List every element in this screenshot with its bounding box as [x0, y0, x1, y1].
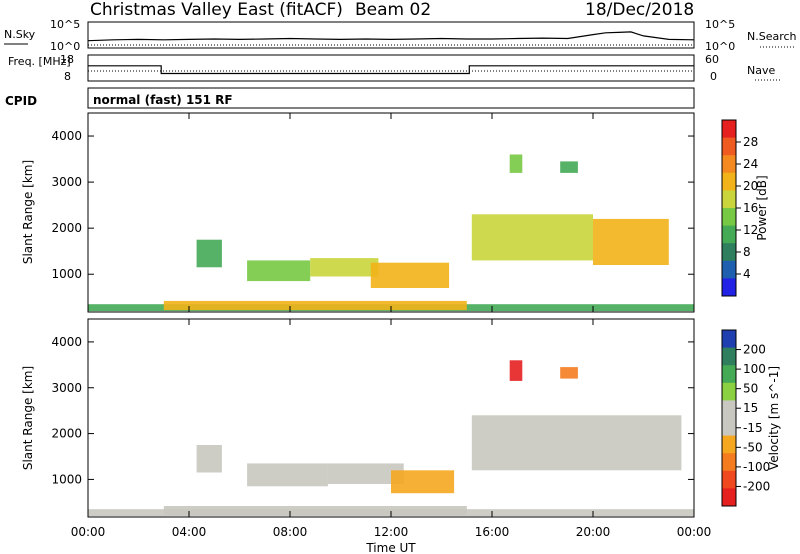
- freq-tick-bottom: 8: [64, 70, 71, 83]
- velocity-echo-region: [196, 445, 222, 473]
- frequency-line: [88, 65, 694, 75]
- colorbar-tick-label: 50: [743, 382, 758, 396]
- velocity-echo-region: [509, 360, 523, 381]
- x-tick-label: 04:00: [172, 525, 207, 539]
- nave-tick-bottom: 0: [710, 70, 717, 83]
- colorbar-tick-label: -50: [743, 440, 763, 454]
- noise-panel: N.Sky 10^5 10^0 10^5 10^0 N.Search: [4, 18, 797, 53]
- colorbar-swatch: [722, 243, 736, 262]
- freq-tick-top: 18: [60, 53, 74, 66]
- colorbar-tick-label: 4: [743, 267, 751, 281]
- colorbar-tick-label: 15: [743, 401, 758, 415]
- noise-sky-line: [87, 31, 695, 42]
- power-echo-region: [471, 214, 593, 261]
- cpid-label: CPID: [5, 94, 37, 108]
- colorbar-tick-label: 8: [743, 245, 751, 259]
- colorbar-tick-label: -15: [743, 421, 763, 435]
- power-echo-region: [247, 260, 311, 282]
- y-tick-label: 3000: [51, 381, 82, 395]
- power-ylabel: Slant Range [km]: [21, 160, 35, 264]
- colorbar-tick-label: 200: [743, 343, 766, 357]
- colorbar-swatch: [722, 382, 736, 401]
- x-tick-label: 12:00: [374, 525, 409, 539]
- colorbar-swatch: [722, 278, 736, 297]
- noise-left-tick-bottom: 10^0: [50, 40, 80, 53]
- frequency-panel: Freq. [MHz] 18 8 60 0 Nave: [8, 53, 780, 83]
- colorbar-swatch: [722, 347, 736, 366]
- colorbar-swatch: [722, 418, 736, 437]
- velocity-ylabel: Slant Range [km]: [21, 366, 35, 470]
- power-echo-region: [163, 300, 467, 311]
- velocity-panel: 1000 2000 3000 4000 Slant Range [km]: [21, 318, 695, 518]
- nave-tick-top: 60: [705, 53, 719, 66]
- colorbar-tick-label: 24: [743, 157, 758, 171]
- velocity-echo-region: [560, 367, 578, 379]
- power-colorbar-label: Power [dB]: [755, 175, 769, 240]
- colorbar-tick-label: 12: [743, 223, 758, 237]
- power-colorbar: 28 24 20 16 12 8 4 Power [dB]: [721, 119, 769, 297]
- colorbar-tick-label: 20: [743, 179, 758, 193]
- colorbar-swatch: [722, 137, 736, 156]
- colorbar-swatch: [722, 330, 736, 349]
- x-tick-label: 16:00: [475, 525, 510, 539]
- colorbar-swatch: [722, 435, 736, 454]
- x-tick-label: 00:00: [677, 525, 712, 539]
- noise-left-tick-top: 10^5: [50, 18, 80, 31]
- colorbar-swatch: [722, 120, 736, 139]
- y-tick-label: 2000: [51, 427, 82, 441]
- beam-label: Beam 02: [355, 0, 431, 20]
- colorbar-swatch: [722, 488, 736, 507]
- velocity-colorbar: 200 100 50 15 -15 -50 -100 -200 Velocity [m s^-…: [721, 329, 781, 507]
- x-axis: 00:00 04:00 08:00 12:00 16:00 20:00 00:00: [71, 113, 712, 539]
- colorbar-swatch: [722, 400, 736, 419]
- colorbar-tick-label: -100: [743, 460, 770, 474]
- y-tick-label: 2000: [51, 221, 82, 235]
- x-tick-label: 08:00: [273, 525, 308, 539]
- colorbar-tick-label: 28: [743, 135, 758, 149]
- colorbar-swatch: [722, 365, 736, 384]
- noise-right-tick-bottom: 10^0: [705, 40, 735, 53]
- freq-label: Freq. [MHz]: [8, 55, 71, 68]
- colorbar-swatch: [722, 172, 736, 191]
- colorbar-swatch: [722, 190, 736, 209]
- power-echo-region: [560, 161, 578, 173]
- velocity-echo-region: [471, 415, 682, 471]
- colorbar-swatch: [722, 225, 736, 244]
- nave-label: Nave: [747, 64, 775, 77]
- power-panel: 1000 2000 3000 4000 Slant Range [km]: [21, 112, 695, 313]
- colorbar-swatch: [722, 470, 736, 489]
- y-tick-label: 4000: [51, 335, 82, 349]
- velocity-echo-region: [247, 463, 328, 487]
- colorbar-swatch: [722, 453, 736, 472]
- noise-right-tick-top: 10^5: [705, 18, 735, 31]
- noise-right-label: N.Search: [747, 30, 797, 43]
- power-echo-region: [509, 154, 523, 173]
- y-tick-label: 1000: [51, 472, 82, 486]
- colorbar-swatch: [722, 155, 736, 174]
- colorbar-tick-label: 100: [743, 362, 766, 376]
- velocity-colorbar-label: Velocity [m s^-1]: [767, 366, 781, 470]
- power-echo-region: [593, 218, 669, 265]
- power-echo-region: [370, 262, 450, 288]
- colorbar-tick-label: -200: [743, 479, 770, 493]
- cpid-value: normal (fast) 151 RF: [93, 93, 233, 107]
- x-tick-label: 00:00: [71, 525, 106, 539]
- x-axis-label: Time UT: [365, 541, 416, 554]
- noise-left-label: N.Sky: [4, 28, 36, 41]
- x-tick-label: 20:00: [576, 525, 611, 539]
- velocity-echo-region: [163, 506, 467, 516]
- y-tick-label: 1000: [51, 267, 82, 281]
- colorbar-swatch: [722, 208, 736, 227]
- y-tick-label: 4000: [51, 129, 82, 143]
- power-echo-region: [310, 258, 379, 277]
- figure-title: Christmas Valley East (fitACF): [90, 0, 343, 20]
- colorbar-tick-label: 16: [743, 201, 758, 215]
- velocity-echo-region: [391, 470, 455, 494]
- colorbar-swatch: [722, 260, 736, 279]
- velocity-echo-region: [327, 463, 404, 484]
- y-tick-label: 3000: [51, 175, 82, 189]
- power-echo-region: [196, 239, 222, 268]
- date-label: 18/Dec/2018: [585, 0, 694, 20]
